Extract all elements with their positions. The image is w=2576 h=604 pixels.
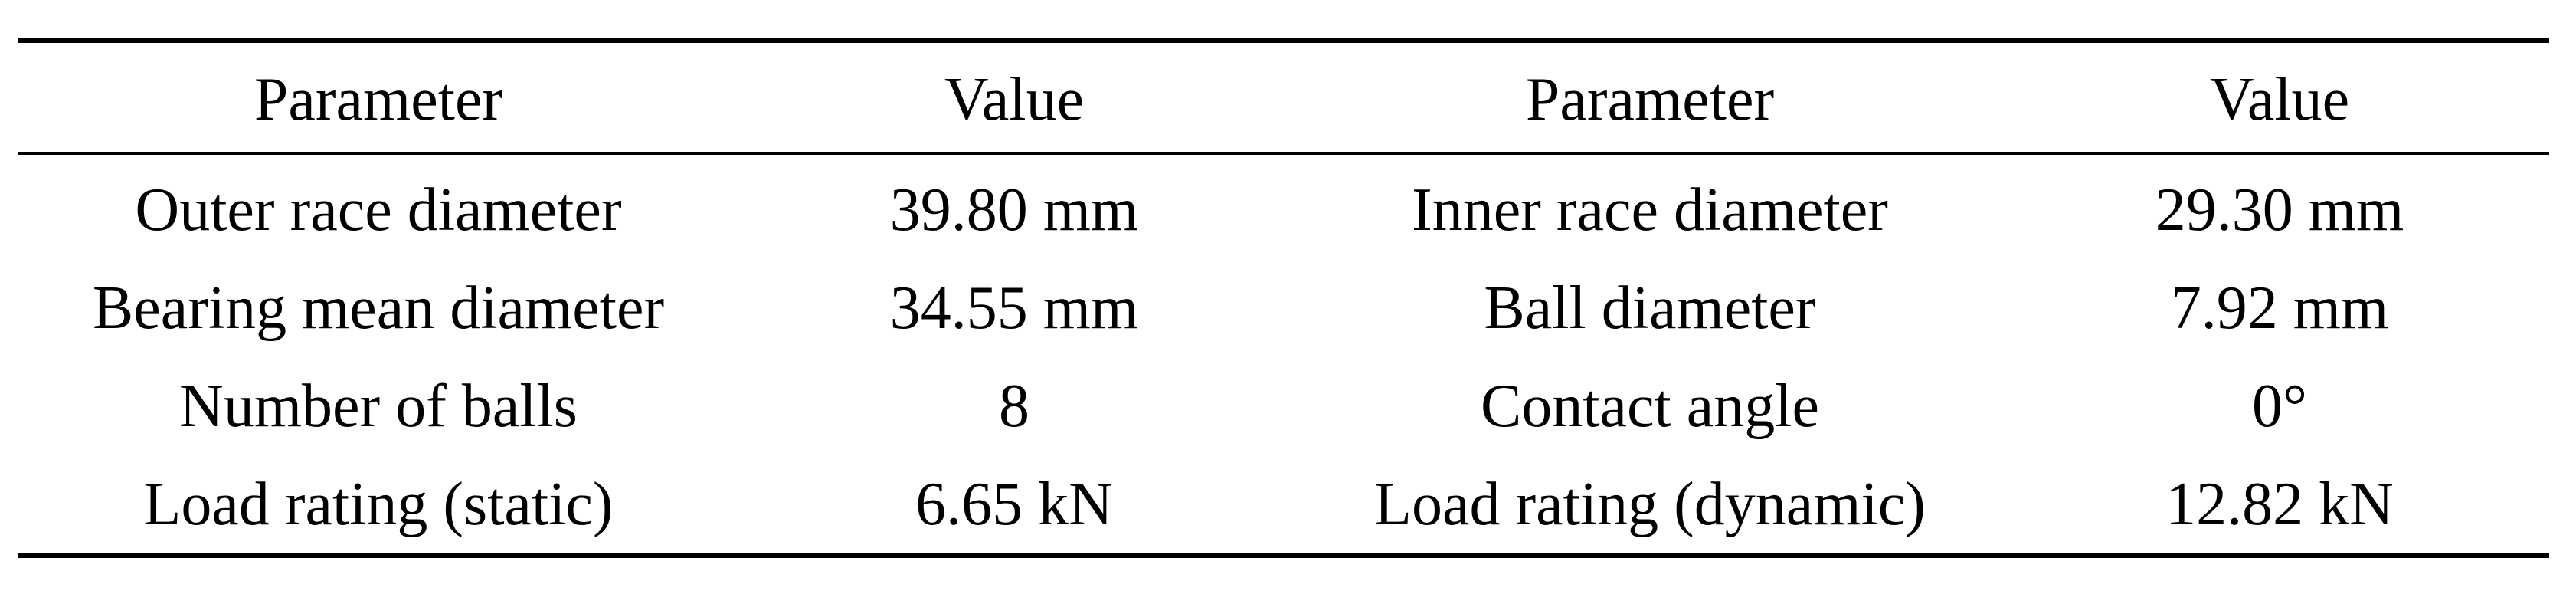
header-parameter-1: Parameter — [254, 65, 503, 133]
table-cell: Load rating (static) — [143, 470, 614, 538]
table-body: Outer race diameter 39.80 mm Inner race … — [18, 153, 2549, 556]
table-cell: 12.82 kN — [2165, 470, 2394, 538]
table-cell: Outer race diameter — [135, 176, 622, 244]
table-cell: 34.55 mm — [889, 274, 1139, 342]
bearing-parameters-table-container: Parameter Value Parameter Value Outer ra… — [18, 38, 2549, 558]
table-cell: 0° — [2252, 372, 2307, 440]
table-cell: 39.80 mm — [889, 176, 1139, 244]
table-row: Load rating (static) 6.65 kN Load rating… — [18, 455, 2549, 556]
table-cell: Bearing mean diameter — [92, 274, 665, 342]
table-cell: 7.92 mm — [2170, 274, 2389, 342]
table-cell: 6.65 kN — [915, 470, 1113, 538]
table-cell: 8 — [999, 372, 1029, 440]
bearing-parameters-table: Parameter Value Parameter Value Outer ra… — [18, 38, 2549, 558]
table-row: Number of balls 8 Contact angle 0° — [18, 357, 2549, 455]
table-header: Parameter Value Parameter Value — [18, 41, 2549, 153]
table-row: Bearing mean diameter 34.55 mm Ball diam… — [18, 259, 2549, 357]
table-cell: Ball diameter — [1484, 274, 1816, 342]
table-cell: Load rating (dynamic) — [1374, 470, 1926, 538]
header-value-1: Value — [944, 65, 1085, 133]
header-value-2: Value — [2209, 65, 2350, 133]
header-row: Parameter Value Parameter Value — [18, 41, 2549, 153]
table-row: Outer race diameter 39.80 mm Inner race … — [18, 153, 2549, 259]
table-cell: Number of balls — [179, 372, 578, 440]
table-cell: Contact angle — [1480, 372, 1820, 440]
table-cell: 29.30 mm — [2155, 176, 2404, 244]
table-cell: Inner race diameter — [1412, 176, 1888, 244]
header-parameter-2: Parameter — [1525, 65, 1775, 133]
